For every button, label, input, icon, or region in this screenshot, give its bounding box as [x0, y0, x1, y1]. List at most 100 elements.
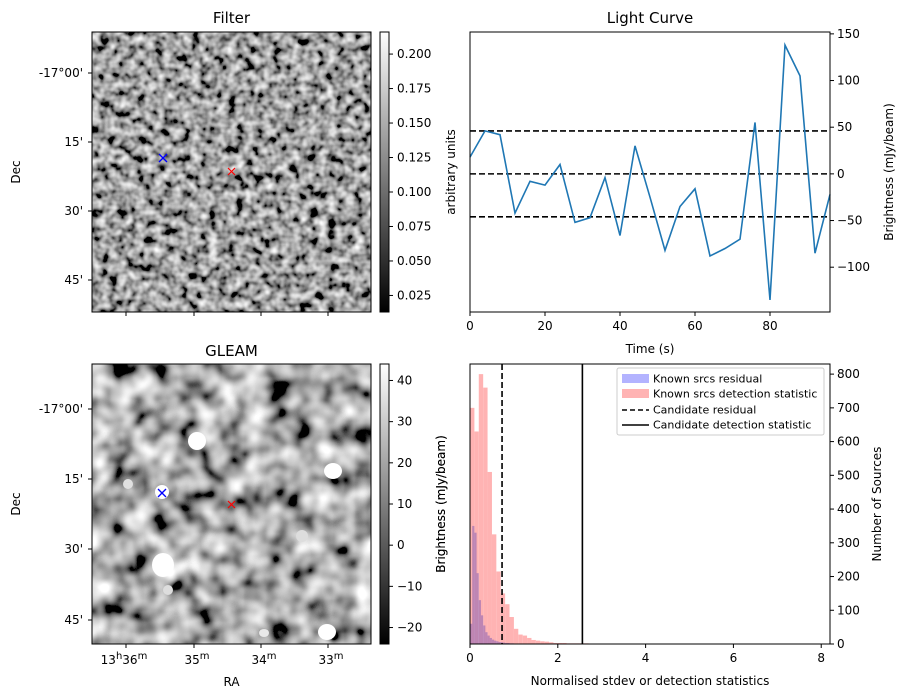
detection-bar	[557, 642, 563, 644]
residual-bar	[505, 642, 508, 644]
gleam-xtick-label: 33m	[318, 651, 343, 667]
lightcurve-ticks: 0 20 40 60 80 150 100 50 0 −50 −100	[466, 27, 870, 333]
gleam-ytick-label: -17°00'	[39, 402, 83, 416]
colorbar-tick-label: 0.150	[397, 116, 431, 130]
gleam-ytick-label: 30'	[64, 542, 83, 556]
x-tick-label: 40	[612, 319, 627, 333]
colorbar-tick-label: −10	[397, 579, 422, 593]
histogram-xlabel: Normalised stdev or detection statistics	[531, 674, 770, 688]
residual-bar	[487, 635, 490, 644]
filter-title: Filter	[213, 9, 251, 27]
legend-label-detection: Known srcs detection statistic	[653, 388, 817, 401]
filter-red-marker	[227, 167, 236, 176]
gleam-red-marker	[227, 500, 236, 509]
detection-bar	[540, 641, 545, 644]
histogram-legend: Known srcs residual Known srcs detection…	[616, 367, 825, 436]
lightcurve-title: Light Curve	[607, 9, 693, 27]
gleam-colorbar	[379, 363, 390, 645]
x-tick-label: 0	[466, 319, 474, 333]
legend-label-residual: Known srcs residual	[653, 373, 762, 386]
histogram-frame	[469, 363, 831, 645]
gleam-title: GLEAM	[205, 342, 258, 360]
filter-colorbar	[379, 31, 390, 313]
detection-bar	[549, 642, 554, 644]
gleam-xticks: 13h36m 35m 34m 33m	[101, 644, 344, 667]
detection-bar	[544, 641, 550, 644]
detection-bar	[487, 471, 492, 644]
colorbar-tick-label: 0.025	[397, 288, 431, 302]
legend-swatch-residual	[622, 374, 649, 383]
colorbar-tick-label: 0.200	[397, 47, 431, 61]
detection-bar	[513, 628, 519, 644]
filter-colorbar-ticks: 0.200 0.175 0.150 0.125 0.100 0.075 0.050 0.025	[389, 47, 431, 302]
residual-bar	[489, 637, 492, 644]
gleam-yticks: -17°00' 15' 30' 45'	[39, 402, 92, 627]
lightcurve-ylabel: Brightness (mJy/beam)	[882, 103, 896, 241]
colorbar-tick-label: 40	[397, 373, 412, 387]
detection-bar	[522, 635, 528, 644]
detection-bar	[505, 604, 510, 644]
detection-bar	[496, 571, 501, 644]
residual-bar	[483, 625, 486, 644]
y-tick-label: 0	[837, 167, 845, 181]
y-tick-label: 500	[837, 468, 860, 482]
x-tick-label: 2	[554, 651, 562, 665]
residual-bar	[474, 532, 477, 644]
detection-bar	[483, 387, 488, 644]
gleam-bright-sources	[123, 432, 342, 640]
colorbar-tick-label: 30	[397, 415, 412, 429]
y-tick-label: −100	[837, 260, 870, 274]
residual-bar	[478, 600, 481, 644]
gleam-xtick-label: 35m	[184, 651, 209, 667]
residual-bar	[485, 632, 488, 644]
residual-bar	[480, 615, 484, 644]
residual-bar	[491, 639, 495, 644]
x-tick-label: 8	[817, 651, 825, 665]
colorbar-tick-label: −20	[397, 621, 422, 635]
filter-ytick-label: 45'	[64, 273, 83, 287]
filter-yticks: -17°00' 15' 30' 45'	[39, 66, 92, 287]
residual-bar	[502, 642, 506, 644]
detection-bar	[535, 640, 541, 644]
colorbar-tick-label: 0.100	[397, 185, 431, 199]
x-tick-label: 60	[687, 319, 702, 333]
gleam-xtick-label: 13h36m	[101, 651, 148, 667]
lightcurve-panel: Light Curve 0 20 40 60 80 150 100 50 0 −50 −100 Ti…	[466, 9, 896, 356]
legend-box	[616, 367, 825, 436]
legend-label-candidate-detection: Candidate detection statistic	[653, 419, 811, 432]
lightcurve-series-line	[469, 42, 831, 300]
y-tick-label: 100	[837, 603, 860, 617]
filter-ylabel: Dec	[9, 160, 23, 183]
filter-ytick-label: 30'	[64, 204, 83, 218]
gleam-ytick-label: 15'	[64, 472, 83, 486]
filter-image-frame	[91, 31, 372, 313]
detection-bar	[518, 634, 523, 644]
gleam-blue-marker	[157, 488, 167, 498]
gleam-panel: GLEAM -17°00' 15' 30' 45'	[9, 342, 448, 689]
gleam-ytick-label: 45'	[64, 613, 83, 627]
y-tick-label: 200	[837, 570, 860, 584]
detection-bar	[500, 593, 506, 644]
residual-bar	[472, 525, 475, 644]
y-tick-label: 0	[837, 637, 845, 651]
y-tick-label: 150	[837, 27, 860, 41]
y-tick-label: 400	[837, 502, 860, 516]
gleam-xlabel: RA	[223, 675, 240, 689]
filter-panel: Filter -17°00' 15' 30' 45' Dec	[9, 9, 458, 316]
histogram-left-axis-label: Brightness (mJy/beam)	[434, 435, 448, 573]
colorbar-tick-label: 10	[397, 497, 412, 511]
colorbar-tick-label: 0.050	[397, 254, 431, 268]
lightcurve-xlabel: Time (s)	[625, 342, 675, 356]
detection-bar	[478, 374, 484, 644]
x-tick-label: 4	[642, 651, 650, 665]
detection-bar	[531, 639, 536, 644]
gleam-ylabel: Dec	[9, 492, 23, 515]
lightcurve-frame	[469, 31, 831, 313]
filter-ytick-label: -17°00'	[39, 66, 83, 80]
x-tick-label: 0	[466, 651, 474, 665]
filter-colorbar-label: arbitrary units	[444, 129, 458, 215]
filter-blue-marker	[158, 153, 168, 163]
